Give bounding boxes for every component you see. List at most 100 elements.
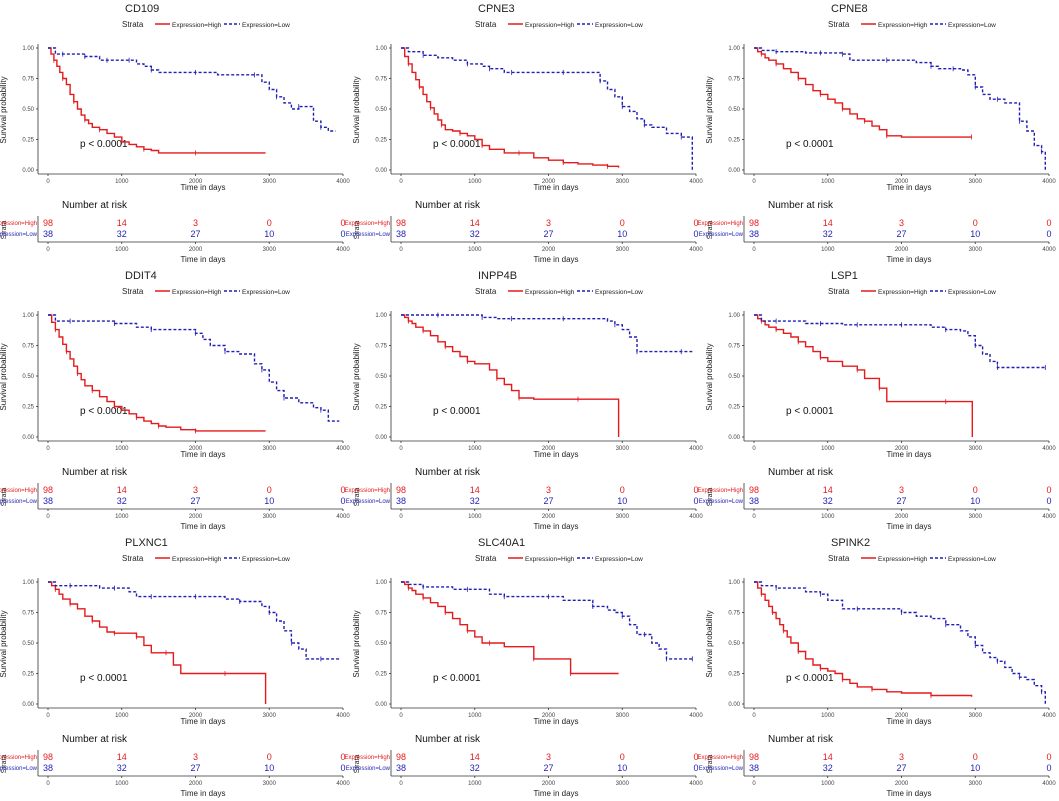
legend-low-label: Expression=Low [242,289,290,296]
risk-x-tick-label: 2000 [189,781,203,787]
risk-value-low: 0 [1046,763,1051,773]
risk-value-high: 98 [396,218,406,228]
risk-value-low: 38 [749,763,759,773]
x-tick-label: 3000 [616,179,630,185]
y-tick-label: 0.25 [728,405,740,411]
y-tick-label: 1.00 [375,46,387,52]
x-tick-label: 3000 [263,446,277,452]
risk-value-high: 0 [340,752,345,762]
risk-x-tick-label: 2000 [895,514,909,520]
x-tick-label: 3000 [263,179,277,185]
risk-value-low: 32 [823,763,833,773]
risk-table-title: Number at risk [768,467,834,478]
risk-group-low: Expression=Low [699,499,744,505]
x-tick-label: 3000 [969,446,983,452]
x-tick-label: 0 [399,713,403,719]
risk-value-low: 0 [693,763,698,773]
risk-table-title: Number at risk [415,200,481,211]
risk-value-low: 10 [264,496,274,506]
y-tick-label: 0.00 [375,702,387,708]
risk-x-tick-label: 4000 [336,781,350,787]
risk-x-tick-label: 3000 [969,247,983,253]
x-axis-label: Time in days [180,717,225,726]
km-panel: INPP4B Strata Expression=High Expression=Lo… [344,267,706,534]
risk-x-tick-label: 3000 [263,514,277,520]
risk-x-tick-label: 0 [752,781,756,787]
risk-value-high: 0 [267,485,272,495]
risk-value-high: 0 [1046,752,1051,762]
risk-value-low: 32 [823,229,833,239]
x-tick-label: 0 [752,179,756,185]
y-tick-label: 0.00 [375,435,387,441]
risk-x-tick-label: 1000 [468,247,482,253]
risk-value-high: 14 [823,752,833,762]
risk-value-low: 27 [896,763,906,773]
risk-group-low: Expression=Low [346,232,391,238]
risk-value-high: 98 [43,485,53,495]
risk-value-high: 3 [193,752,198,762]
risk-value-high: 0 [973,485,978,495]
risk-value-low: 10 [264,229,274,239]
x-tick-label: 4000 [1042,179,1056,185]
risk-value-low: 32 [117,229,127,239]
risk-x-tick-label: 4000 [1042,247,1056,253]
risk-value-low: 27 [190,229,200,239]
risk-x-tick-label: 2000 [895,247,909,253]
risk-value-high: 3 [193,218,198,228]
risk-group-high: Expression=High [697,221,743,227]
risk-value-high: 0 [1046,485,1051,495]
legend-high-label: Expression=High [878,556,928,563]
risk-value-low: 38 [396,763,406,773]
chart-title: CPNE8 [831,3,868,15]
risk-x-tick-label: 3000 [969,514,983,520]
risk-value-low: 38 [43,496,53,506]
x-tick-label: 4000 [689,713,703,719]
legend-low-label: Expression=Low [948,556,996,563]
risk-value-low: 10 [617,763,627,773]
risk-x-tick-label: 1000 [821,247,835,253]
x-tick-label: 2000 [895,713,909,719]
x-tick-label: 2000 [542,179,556,185]
x-tick-label: 2000 [189,446,203,452]
risk-x-tick-label: 3000 [263,247,277,253]
y-axis-label: Survival probability [352,76,361,143]
y-tick-label: 0.25 [375,672,387,678]
risk-value-high: 0 [620,752,625,762]
x-tick-label: 0 [46,446,50,452]
risk-x-tick-label: 0 [399,514,403,520]
risk-group-low: Expression=Low [699,232,744,238]
y-axis-label: Survival probability [352,343,361,410]
legend-strata-label: Strata [122,287,144,296]
series-low-curve [401,47,693,170]
p-value-annotation: p < 0.0001 [80,406,128,417]
risk-x-axis-label: Time in days [180,255,225,264]
risk-value-high: 0 [267,218,272,228]
risk-value-low: 27 [896,496,906,506]
risk-group-low: Expression=Low [346,766,391,772]
risk-value-high: 0 [620,485,625,495]
x-tick-label: 1000 [115,713,129,719]
risk-value-low: 27 [543,763,553,773]
risk-x-tick-label: 4000 [689,781,703,787]
risk-value-low: 38 [749,496,759,506]
y-tick-label: 0.50 [375,107,387,113]
x-tick-label: 4000 [689,446,703,452]
x-tick-label: 2000 [895,446,909,452]
risk-value-low: 38 [396,229,406,239]
risk-x-tick-label: 1000 [468,514,482,520]
x-tick-label: 0 [399,446,403,452]
legend-strata-label: Strata [122,554,144,563]
risk-value-low: 27 [543,229,553,239]
risk-value-low: 0 [693,496,698,506]
x-tick-label: 1000 [115,446,129,452]
risk-x-axis-label: Time in days [180,789,225,798]
legend-low-label: Expression=Low [242,556,290,563]
legend-high-label: Expression=High [525,556,575,563]
series-low-curve [754,314,1046,369]
risk-x-tick-label: 4000 [689,514,703,520]
chart-title: INPP4B [478,270,517,282]
risk-strata-label: Strata [1,221,8,240]
risk-value-high: 14 [470,485,480,495]
